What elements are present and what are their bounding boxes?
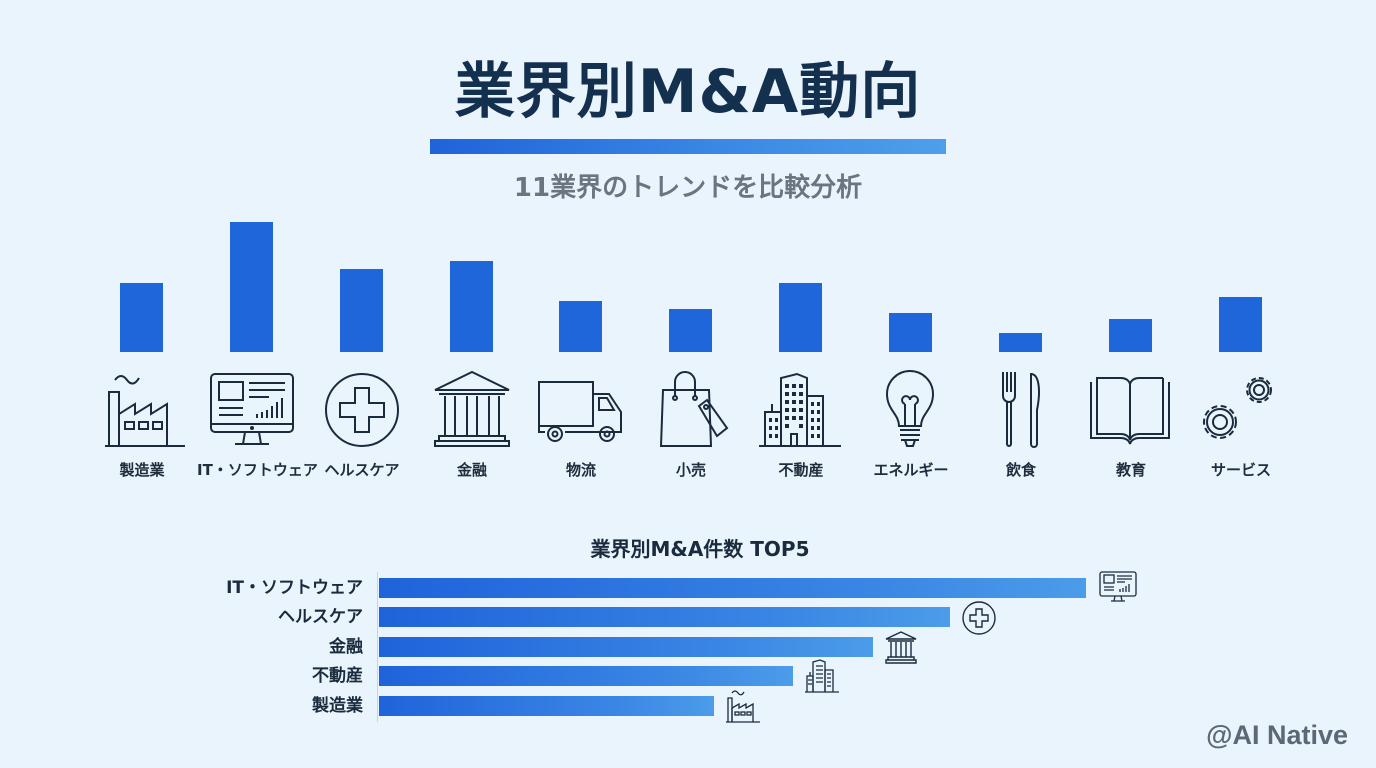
bar-education: [1109, 319, 1152, 352]
top5-axis-line: [377, 572, 378, 722]
bar-healthcare: [340, 269, 383, 352]
open-book-icon: [1085, 370, 1175, 450]
category-label: サービス: [1210, 461, 1271, 479]
gears-icon: [1195, 370, 1285, 450]
computer-monitor-icon: [207, 370, 297, 450]
top5-bar-it-software: [379, 578, 1086, 598]
bar-logistics: [559, 301, 602, 352]
top5-label: 金融: [329, 637, 363, 657]
top5-label: 製造業: [312, 696, 363, 716]
top5-bar-healthcare: [379, 607, 950, 627]
bar-it-software: [230, 222, 273, 352]
top5-bar-finance: [379, 637, 873, 657]
bar-real-estate: [779, 283, 822, 352]
bar-retail: [669, 309, 712, 352]
computer-monitor-icon: [1098, 570, 1138, 604]
bar-finance: [450, 261, 493, 352]
category-label: 小売: [675, 461, 706, 479]
truck-icon: [535, 370, 625, 450]
watermark: @AI Native: [1206, 720, 1348, 750]
category-label: 教育: [1115, 461, 1146, 479]
category-label: 飲食: [1005, 461, 1036, 479]
top5-chart-title: 業界別M&A件数 TOP5: [590, 537, 810, 561]
category-label: IT・ソフトウェア: [197, 461, 318, 479]
factory-icon: [97, 370, 187, 450]
bar-food-beverage: [999, 333, 1042, 352]
top5-bar-real-estate: [379, 666, 793, 686]
page-title: 業界別M&A動向: [454, 57, 922, 127]
buildings-icon: [803, 658, 841, 694]
category-label: ヘルスケア: [324, 461, 400, 479]
bank-icon: [883, 630, 919, 664]
category-label: エネルギー: [873, 461, 949, 479]
page-subtitle: 11業界のトレンドを比較分析: [513, 173, 863, 203]
factory-icon: [724, 688, 762, 724]
category-label: 製造業: [119, 461, 165, 479]
top5-label: ヘルスケア: [278, 607, 363, 627]
title-underline: [430, 139, 946, 154]
lightbulb-icon: [865, 370, 955, 450]
fork-knife-icon: [975, 370, 1065, 450]
bank-icon: [427, 370, 517, 450]
top5-bar-manufacturing: [379, 696, 714, 716]
bar-energy: [889, 313, 932, 352]
category-label: 金融: [456, 461, 487, 479]
category-label: 物流: [565, 461, 596, 479]
bar-services: [1219, 297, 1262, 352]
buildings-icon: [755, 370, 845, 450]
shopping-bag-icon: [645, 370, 735, 450]
top5-label: 不動産: [312, 666, 363, 686]
medical-cross-icon: [961, 600, 997, 636]
bar-manufacturing: [120, 283, 163, 352]
category-label: 不動産: [778, 461, 824, 479]
top5-label: IT・ソフトウェア: [226, 578, 363, 598]
medical-cross-icon: [317, 370, 407, 450]
